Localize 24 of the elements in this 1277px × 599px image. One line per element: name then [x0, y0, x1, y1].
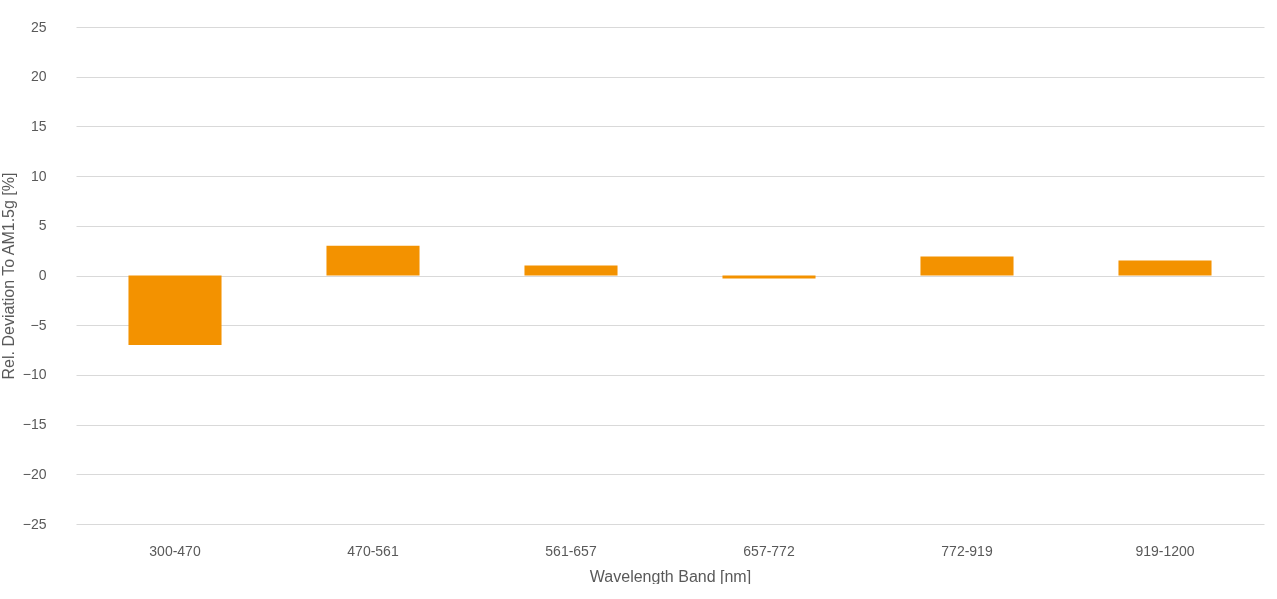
y-tick-label: −10: [22, 366, 47, 383]
y-tick-label: −25: [22, 515, 47, 532]
y-tick-label: 25: [30, 18, 47, 35]
x-axis-title: Wavelength Band [nm]: [589, 567, 752, 585]
bar: [524, 265, 618, 276]
y-tick-label: −20: [22, 465, 47, 482]
x-tick-label: 919-1200: [1135, 542, 1195, 559]
y-tick-label: 5: [38, 217, 47, 234]
y-tick-label: −15: [22, 416, 47, 433]
bar: [1118, 260, 1212, 276]
bar: [326, 245, 420, 276]
y-tick-label: 15: [30, 117, 47, 134]
x-tick-label: 772-919: [941, 542, 993, 559]
x-tick-label: 561-657: [545, 542, 597, 559]
y-tick-label: 0: [38, 267, 47, 283]
x-tick-label: 657-772: [743, 542, 795, 559]
bar: [920, 256, 1014, 276]
y-axis-title: Rel. Deviation To AM1.5g [%]: [0, 172, 17, 380]
y-tick-label: −5: [30, 316, 47, 333]
x-tick-label: 300-470: [149, 542, 201, 559]
x-tick-label: 470-561: [347, 542, 399, 559]
bar: [128, 275, 222, 346]
y-tick-label: 10: [30, 167, 47, 184]
y-tick-label: 20: [30, 68, 47, 85]
